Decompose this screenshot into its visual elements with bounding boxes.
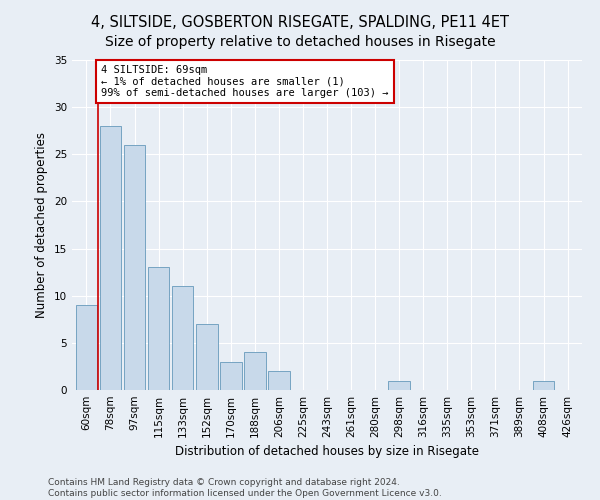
Text: 4, SILTSIDE, GOSBERTON RISEGATE, SPALDING, PE11 4ET: 4, SILTSIDE, GOSBERTON RISEGATE, SPALDIN… xyxy=(91,15,509,30)
Bar xyxy=(196,324,218,390)
Bar xyxy=(533,380,554,390)
X-axis label: Distribution of detached houses by size in Risegate: Distribution of detached houses by size … xyxy=(175,446,479,458)
Bar xyxy=(268,371,290,390)
Bar xyxy=(220,362,242,390)
Bar xyxy=(76,305,97,390)
Text: 4 SILTSIDE: 69sqm
← 1% of detached houses are smaller (1)
99% of semi-detached h: 4 SILTSIDE: 69sqm ← 1% of detached house… xyxy=(101,64,388,98)
Bar xyxy=(100,126,121,390)
Text: Size of property relative to detached houses in Risegate: Size of property relative to detached ho… xyxy=(104,35,496,49)
Bar xyxy=(244,352,266,390)
Bar xyxy=(148,268,169,390)
Bar xyxy=(172,286,193,390)
Text: Contains HM Land Registry data © Crown copyright and database right 2024.
Contai: Contains HM Land Registry data © Crown c… xyxy=(48,478,442,498)
Bar xyxy=(124,145,145,390)
Y-axis label: Number of detached properties: Number of detached properties xyxy=(35,132,49,318)
Bar xyxy=(388,380,410,390)
